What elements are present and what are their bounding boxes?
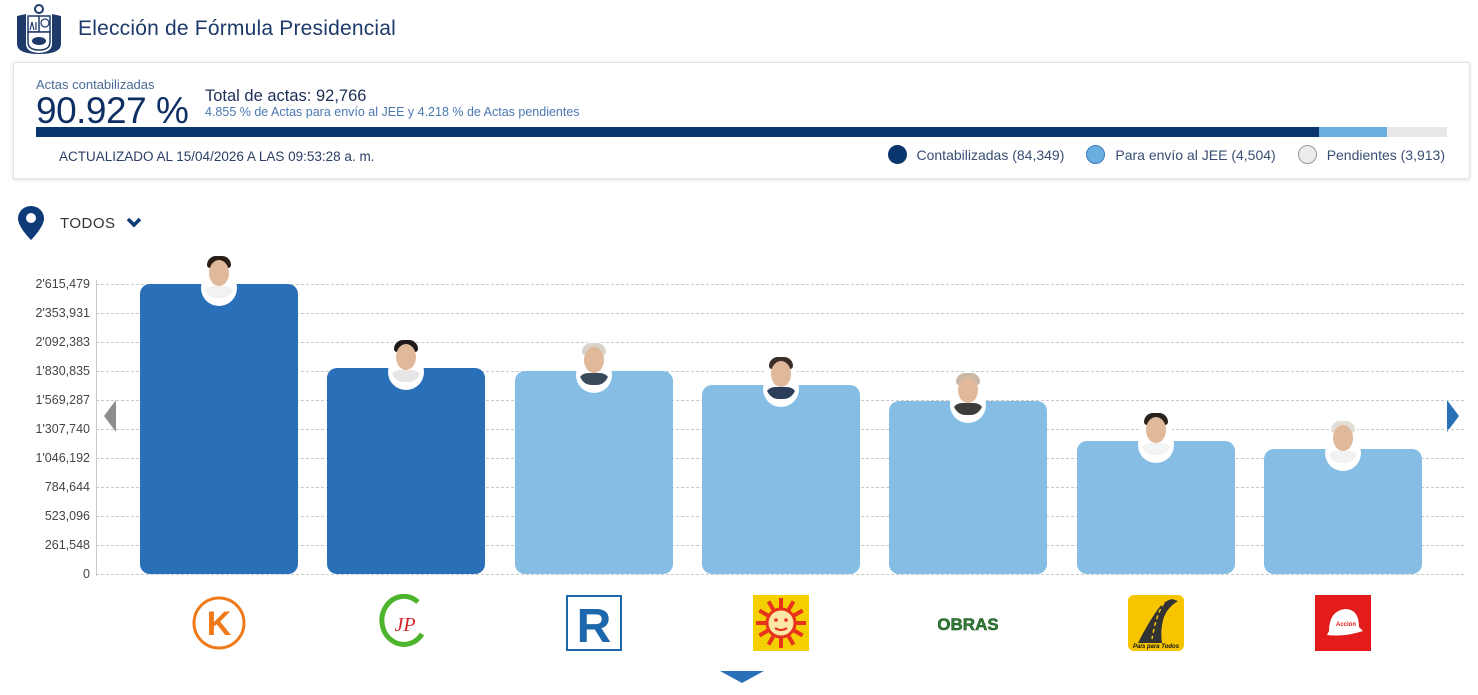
- progress-bar: [36, 127, 1447, 137]
- summary-card: Actas contabilizadas 90.927 % Total de a…: [13, 62, 1470, 179]
- candidate-bar[interactable]: [889, 386, 1048, 574]
- gridline: [96, 574, 1464, 575]
- actas-detail: 4.855 % de Actas para envío al JEE y 4.2…: [205, 105, 580, 119]
- y-tick-label: 1'569,287: [35, 393, 90, 407]
- updated-timestamp: ACTUALIZADO AL 15/04/2026 A LAS 09:53:28…: [59, 149, 375, 164]
- candidate-bar[interactable]: [1076, 427, 1235, 574]
- legend-jee: Para envío al JEE (4,504): [1086, 145, 1276, 164]
- region-filter[interactable]: TODOS: [18, 206, 142, 240]
- progress-legend: Contabilizadas (84,349) Para envío al JE…: [887, 145, 1445, 164]
- progress-jee: [1318, 127, 1388, 137]
- candidate-photo[interactable]: [390, 337, 423, 382]
- votes-bar-chart: 0 261,548 523,096 784,644 1'046,192 1'307,740…: [0, 250, 1478, 695]
- dot-icon: [887, 145, 907, 164]
- obras-logo[interactable]: OBRAS: [938, 593, 998, 653]
- total-actas: Total de actas: 92,766: [205, 87, 367, 105]
- page-header: Elección de Fórmula Presidencial: [12, 3, 396, 55]
- r-logo[interactable]: R: [564, 593, 624, 653]
- candidate-photo[interactable]: [1139, 411, 1172, 455]
- candidate-photo[interactable]: [764, 354, 797, 399]
- dot-icon: [1086, 145, 1106, 164]
- sun-logo[interactable]: [751, 593, 811, 653]
- candidate-photo[interactable]: [203, 254, 235, 298]
- svg-text:JP: JP: [395, 614, 416, 636]
- svg-text:K: K: [207, 605, 232, 643]
- chevron-down-icon[interactable]: [126, 217, 142, 229]
- candidate-bar[interactable]: [327, 353, 486, 574]
- filter-label: TODOS: [60, 214, 116, 232]
- helmet-logo[interactable]: Acción: [1313, 593, 1373, 653]
- gridline: [96, 284, 1464, 285]
- y-tick-label: 2'353,931: [35, 306, 90, 320]
- kpi-percent: 90.927 %: [36, 90, 189, 131]
- gridline: [96, 342, 1464, 343]
- candidate-bar[interactable]: [701, 370, 860, 574]
- chevron-down-icon[interactable]: [720, 671, 764, 683]
- chevron-right-icon[interactable]: [1447, 400, 1459, 432]
- svg-text:País para Todos: País para Todos: [1132, 644, 1179, 650]
- candidate-photo[interactable]: [1326, 418, 1359, 463]
- y-tick-label: 1'046,192: [35, 451, 90, 465]
- y-tick-label: 2'615,479: [35, 277, 90, 291]
- y-tick-label: 2'092,383: [35, 335, 90, 349]
- candidate-bar[interactable]: [140, 270, 298, 574]
- y-tick-label: 1'307,740: [35, 422, 90, 436]
- peru-coat-of-arms-icon: [17, 4, 61, 54]
- y-tick-label: 1'830,835: [35, 364, 90, 378]
- gridline: [96, 313, 1464, 314]
- jp-logo[interactable]: JP: [376, 593, 436, 653]
- k-logo[interactable]: K: [189, 593, 249, 653]
- svg-text:R: R: [576, 600, 611, 651]
- candidate-bar[interactable]: [1263, 434, 1422, 574]
- kpi-label: Actas contabilizadas: [36, 77, 155, 92]
- svg-text:Acción: Acción: [1336, 622, 1356, 628]
- legend-label: Contabilizadas (84,349): [916, 146, 1065, 163]
- chevron-left-icon[interactable]: [104, 400, 116, 432]
- y-tick-label: 784,644: [44, 480, 90, 494]
- candidate-photo[interactable]: [952, 370, 985, 415]
- page-title: Elección de Fórmula Presidencial: [78, 17, 397, 40]
- progress-contabilizadas: [36, 127, 1319, 137]
- y-tick-label: 0: [83, 567, 90, 581]
- y-axis: [96, 280, 97, 576]
- legend-contabilizadas: Contabilizadas (84,349): [887, 145, 1065, 164]
- svg-text:OBRAS: OBRAS: [938, 615, 998, 634]
- candidate-photo[interactable]: [577, 341, 610, 385]
- legend-label: Pendientes (3,913): [1326, 146, 1445, 163]
- y-tick-label: 523,096: [44, 509, 90, 523]
- y-tick-label: 261,548: [44, 538, 90, 552]
- dot-icon: [1297, 145, 1317, 164]
- location-pin-icon: [18, 206, 44, 240]
- legend-pendientes: Pendientes (3,913): [1297, 145, 1445, 164]
- road-logo[interactable]: País para Todos: [1126, 593, 1186, 653]
- legend-label: Para envío al JEE (4,504): [1115, 146, 1276, 163]
- candidate-bar[interactable]: [514, 357, 673, 574]
